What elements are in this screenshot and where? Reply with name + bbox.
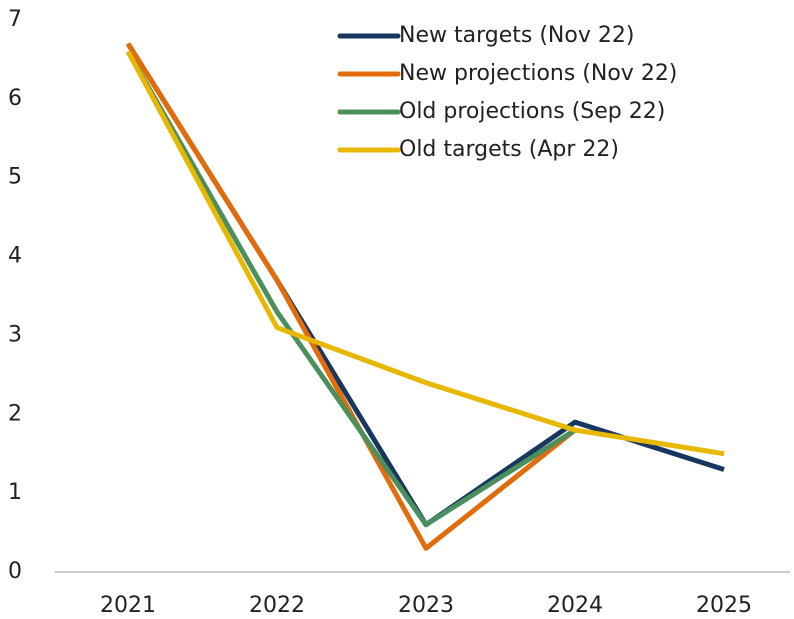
legend-label: Old targets (Apr 22) — [399, 137, 619, 162]
x-tick-label: 2025 — [696, 593, 752, 618]
y-tick-label: 0 — [8, 559, 22, 584]
legend-label: New targets (Nov 22) — [399, 23, 634, 48]
y-tick-label: 7 — [8, 7, 22, 32]
x-tick-label: 2022 — [249, 593, 305, 618]
legend-label: Old projections (Sep 22) — [399, 99, 665, 124]
x-tick-label: 2024 — [547, 593, 603, 618]
series-line — [125, 50, 577, 528]
y-tick-label: 3 — [8, 322, 22, 347]
y-tick-label: 5 — [8, 165, 22, 190]
legend-label: New projections (Nov 22) — [399, 61, 677, 86]
x-tick-label: 2021 — [100, 593, 156, 618]
series-line — [125, 50, 725, 457]
y-tick-label: 6 — [8, 86, 22, 111]
x-tick-label: 2023 — [398, 593, 454, 618]
y-tick-label: 4 — [8, 244, 22, 269]
y-tick-label: 2 — [8, 401, 22, 426]
y-tick-label: 1 — [8, 480, 22, 505]
